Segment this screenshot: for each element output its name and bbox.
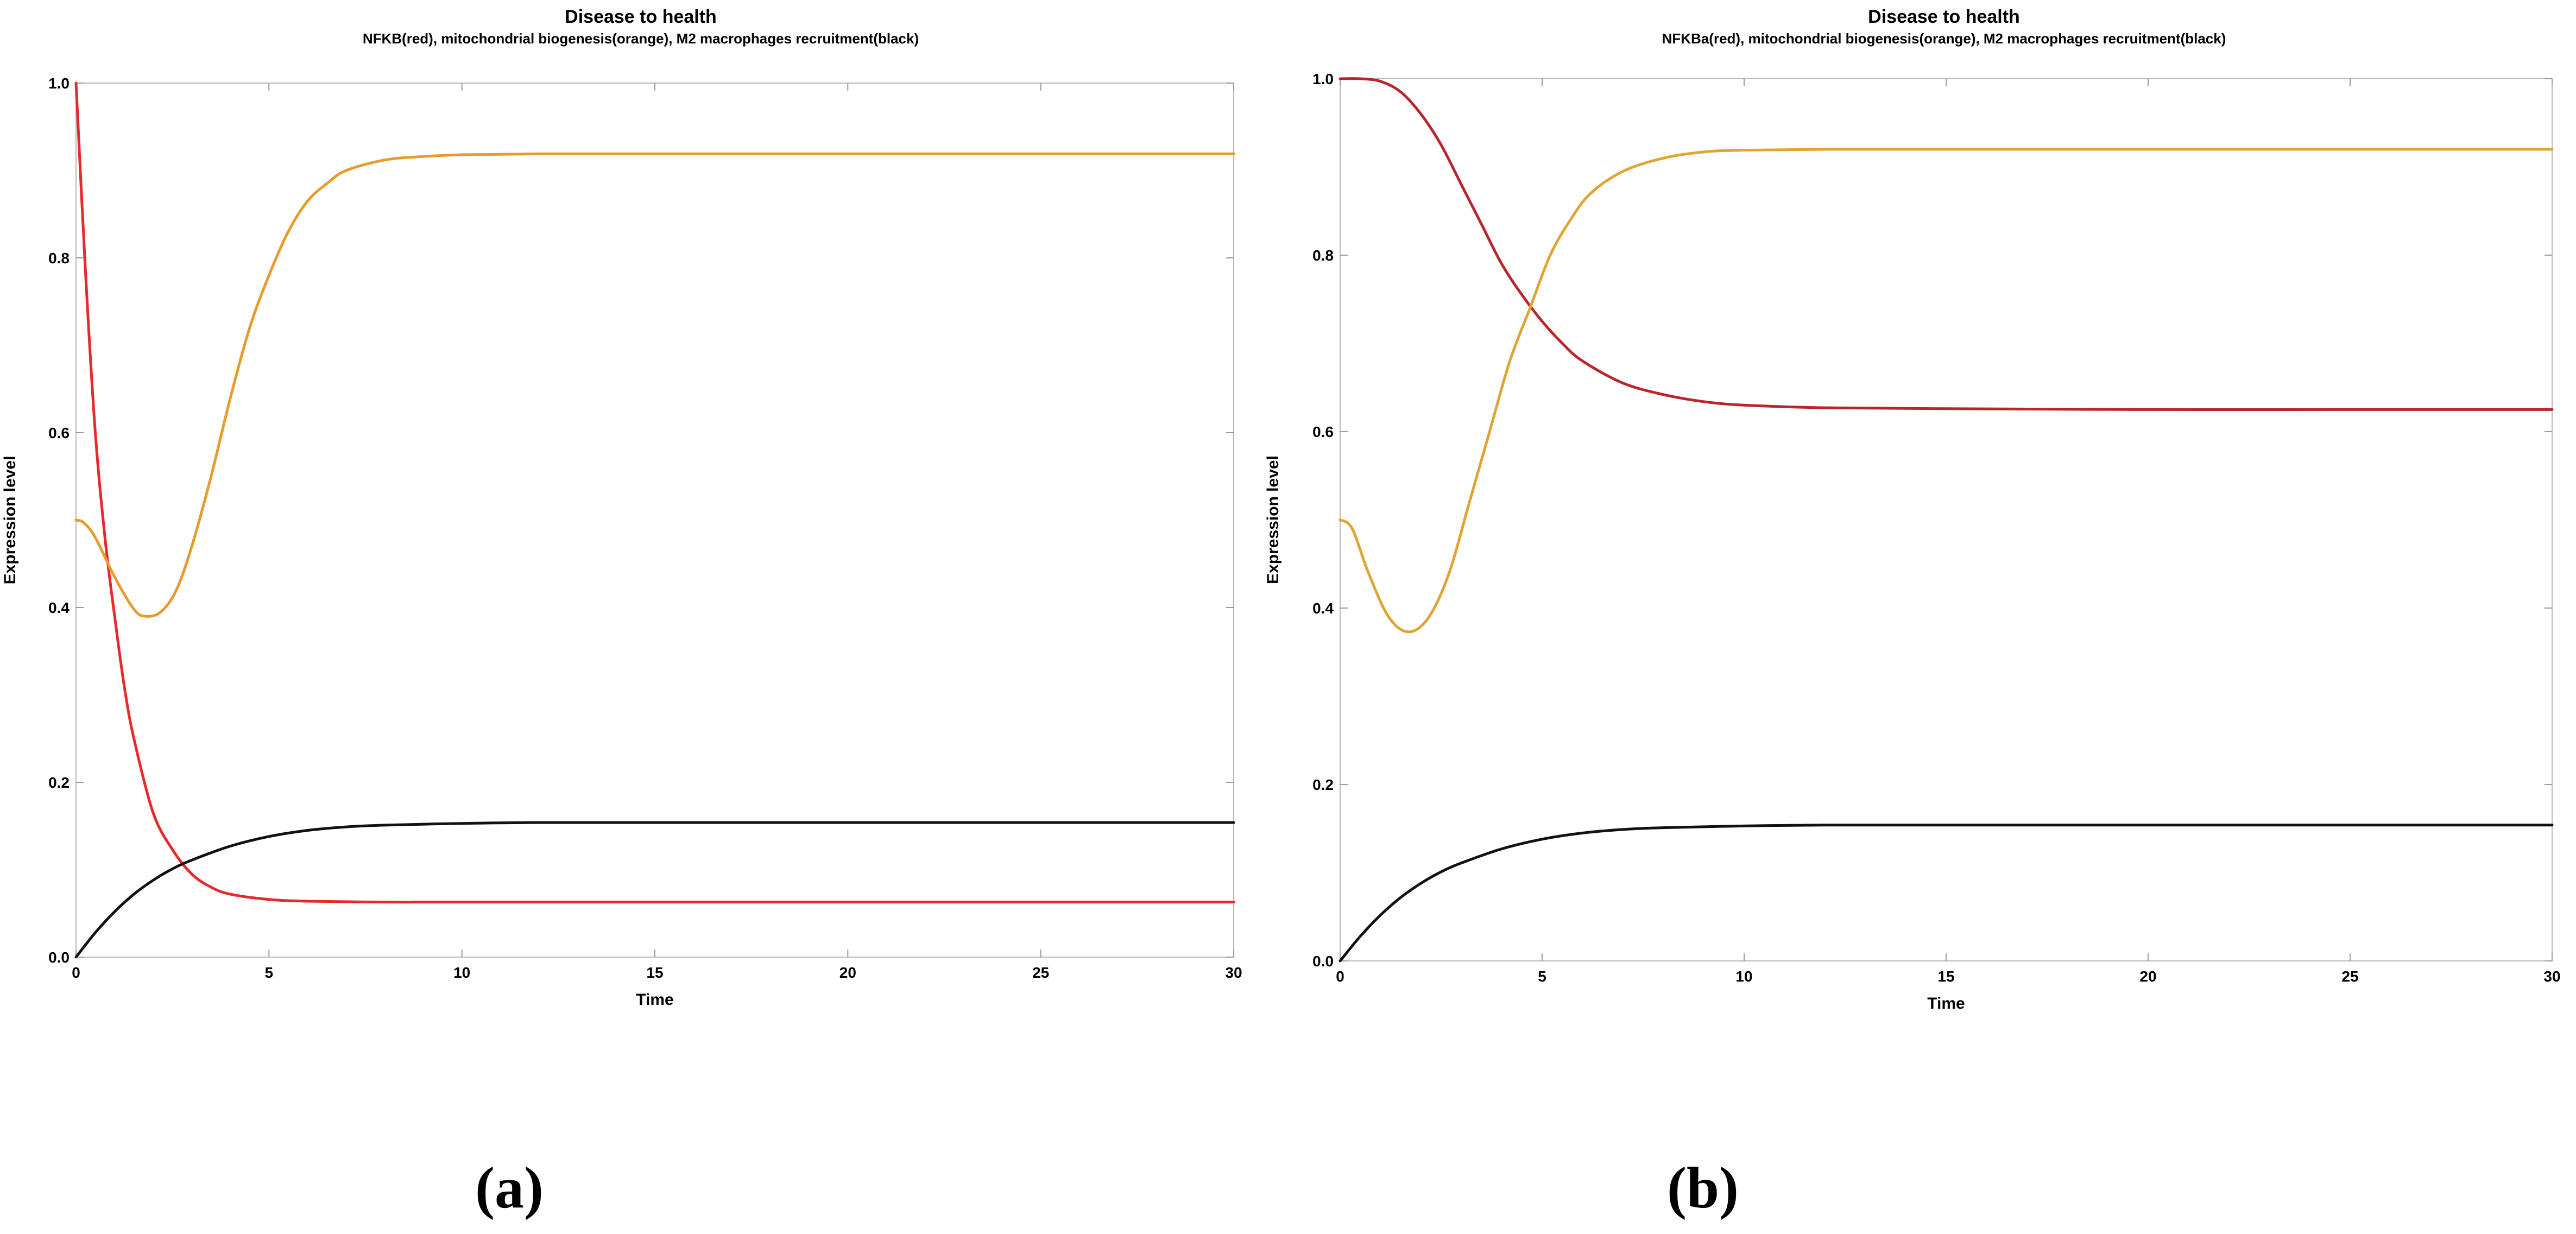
chart0-subtitle: NFKB(red), mitochondrial biogenesis(oran… [363,30,919,47]
chart1-ytick-label: 0.4 [1312,600,1334,617]
chart1-y-axis-label: Expression level [1264,455,1282,584]
chart0-series-m2-macrophages-line [74,821,1235,959]
chart1-x-axis-label: Time [1927,995,1965,1012]
chart0-ytick-label: 0.4 [48,599,70,616]
chart0-xtick-label: 0 [72,964,80,981]
chart1-title: Disease to health [1868,7,2020,27]
chart0-xtick-label: 30 [1225,964,1242,981]
chart1-xtick-label: 5 [1538,968,1546,985]
chart1-ytick-label: 0.2 [1312,776,1334,793]
panel-label-a: (a) [475,1156,544,1220]
chart0-ytick-label: 0.6 [48,425,70,441]
chart1-subtitle: NFKBa(red), mitochondrial biogenesis(ora… [1662,30,2226,47]
chart0-xtick-label: 25 [1032,964,1049,981]
chart1-plot-frame [1340,78,2553,961]
chart0-xtick-label: 5 [265,964,274,981]
panel-label-b: (b) [1667,1156,1739,1220]
chart0-ytick-label: 0.8 [48,250,70,267]
chart1-ytick-label: 1.0 [1312,71,1334,87]
chart1-ytick-label: 0.6 [1312,423,1334,440]
chart0-plot-frame [75,83,1234,958]
chart-panel-a: Disease to health NFKB(red), mitochondria… [1,7,1242,1009]
chart0-series-nfkb-line [74,81,1235,904]
chart0-y-axis-label: Expression level [1,456,19,585]
chart0-ytick-label: 0.2 [48,774,70,791]
chart1-xtick-label: 10 [1735,968,1752,985]
chart0-x-axis-label: Time [636,991,673,1009]
chart1-xtick-label: 0 [1336,968,1344,985]
chart0-title: Disease to health [565,7,717,27]
chart1-xtick-label: 20 [2139,968,2156,985]
chart1-ytick-label: 0.0 [1312,953,1334,970]
chart0-xtick-label: 10 [453,964,470,981]
chart1-xtick-label: 30 [2543,968,2560,985]
chart0-xtick-label: 20 [839,964,856,981]
chart0-ytick-label: 1.0 [48,75,70,92]
chart1-xtick-label: 15 [1937,968,1954,985]
chart1-series-mitochondrial-biogenesis-line [1338,148,2554,634]
chart0-xtick-label: 15 [646,964,663,981]
chart1-xtick-label: 25 [2341,968,2358,985]
chart0-ytick-label: 0.0 [48,949,70,966]
chart-panel-b: Disease to health NFKBa(red), mitochondri… [1264,7,2561,1012]
chart0-series-mitochondrial-biogenesis-line [74,152,1235,618]
chart1-series-nfkb-line [1338,77,2554,411]
chart1-series-m2-macrophages-line [1338,824,2554,963]
chart1-ytick-label: 0.8 [1312,247,1334,264]
